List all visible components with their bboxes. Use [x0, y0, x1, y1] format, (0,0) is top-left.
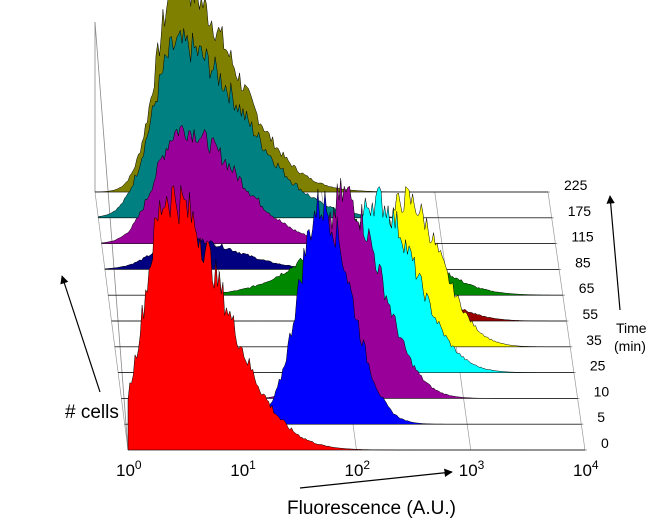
x-axis-label: Fluorescence (A.U.) [287, 498, 456, 519]
x-tick-label-4: 104 [573, 458, 599, 480]
time-label-55: 55 [583, 306, 599, 322]
y-axis-arrow [60, 275, 101, 393]
x-axis-arrow [299, 468, 453, 489]
series-layer [94, 0, 586, 451]
wall-edge-left [94, 21, 129, 451]
time-label-0: 0 [601, 435, 609, 451]
time-label-25: 25 [590, 358, 606, 374]
time-label-225: 225 [564, 177, 588, 193]
x-tick-label-3: 103 [459, 458, 485, 480]
x-tick-label-1: 101 [230, 458, 256, 480]
time-label-35: 35 [586, 332, 602, 348]
time-label-5: 5 [597, 409, 605, 425]
time-label-175: 175 [568, 203, 592, 219]
y-axis-label: # cells [65, 402, 119, 423]
axis-layer: # cells Fluorescence (A.U.) Time (min) 0… [60, 177, 647, 519]
time-label-65: 65 [579, 280, 595, 296]
x-tick-label-0: 100 [116, 458, 142, 480]
z-axis-label-line2: (min) [614, 338, 646, 354]
time-label-115: 115 [571, 229, 594, 245]
z-axis-label-line1: Time [616, 320, 647, 336]
z-axis-arrow [606, 195, 621, 311]
x-tick-label-2: 102 [345, 458, 371, 480]
time-label-85: 85 [575, 254, 591, 270]
series-area-0 [127, 184, 586, 451]
time-label-10: 10 [594, 383, 610, 399]
